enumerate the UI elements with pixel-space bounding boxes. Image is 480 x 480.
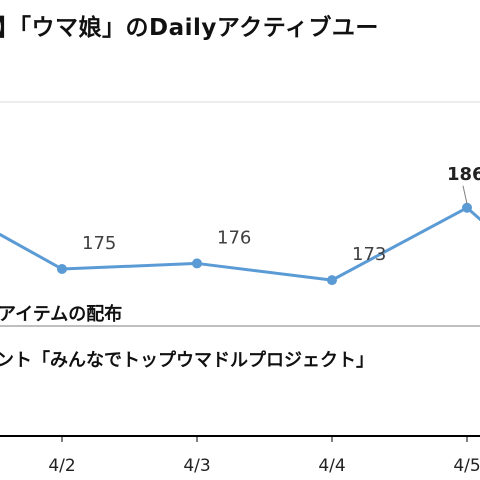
- data-label-leader: [462, 185, 468, 204]
- x-tick-label: 4/2: [48, 456, 75, 476]
- annotation-event-project: ント「みんなでトップウマドルプロジェクト」: [0, 350, 374, 371]
- chart-title: 】「ウマ娘」のDailyアクティブユー: [0, 15, 379, 41]
- data-point: [57, 264, 67, 274]
- x-tick-label: 4/3: [183, 456, 210, 476]
- data-label: 176: [217, 227, 251, 248]
- data-point: [192, 258, 202, 269]
- data-label: 173: [352, 244, 386, 265]
- data-point: [327, 275, 337, 286]
- x-tick-label: 4/5: [453, 456, 480, 476]
- data-point: [462, 202, 472, 213]
- annotation-divider: [0, 325, 480, 327]
- data-label: 175: [82, 233, 116, 254]
- data-label: 186: [447, 164, 480, 185]
- x-tick-label: 4/4: [318, 456, 345, 476]
- annotation-item-distribution: アイテムの配布: [0, 304, 123, 325]
